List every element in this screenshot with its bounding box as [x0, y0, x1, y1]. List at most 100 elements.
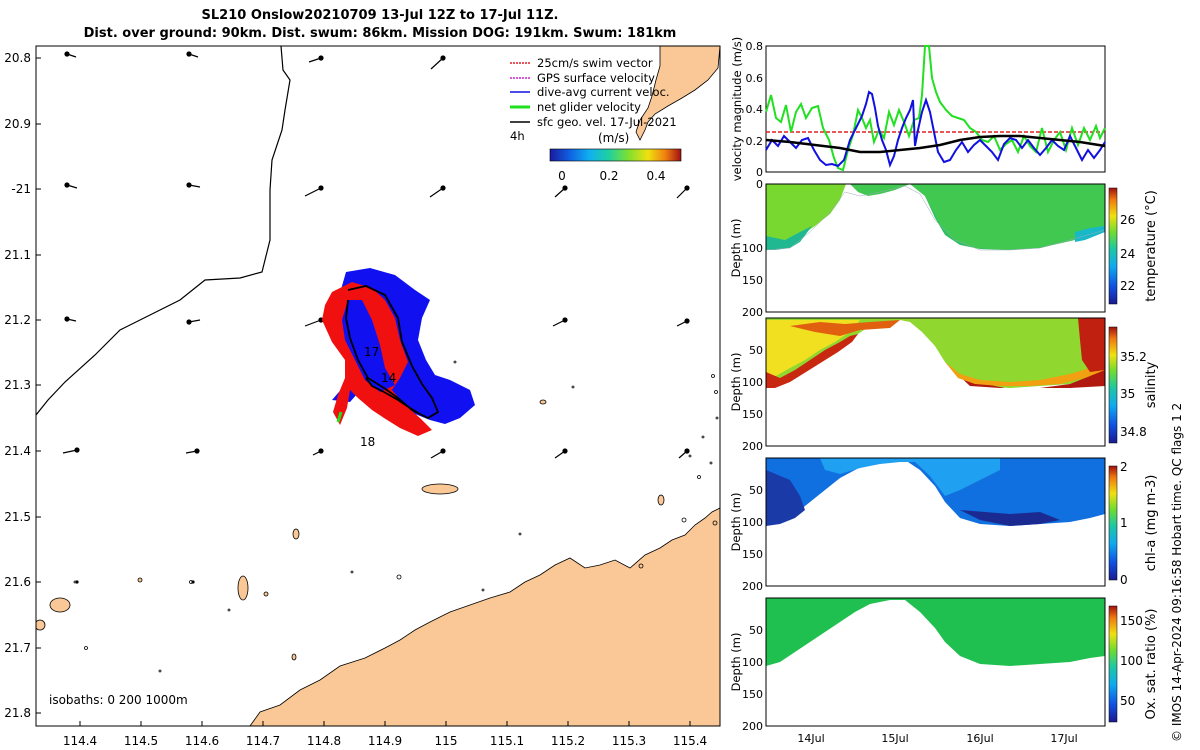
cbar-tick: 1	[1120, 516, 1128, 530]
lon-tick: 115	[435, 734, 458, 748]
chla-light-top	[820, 458, 1000, 496]
depth-tick: 150	[742, 408, 763, 421]
depth-tick: 150	[742, 274, 763, 287]
island	[137, 577, 143, 583]
island	[36, 619, 46, 631]
depth-tick: 0	[756, 178, 763, 191]
legend-dive-label: dive-avg current veloc.	[537, 85, 670, 99]
depth-tick: 50	[749, 344, 763, 357]
lon-tick: 114.6	[185, 734, 219, 748]
velocity-ytick: 0.2	[746, 135, 764, 148]
isobaths-label: isobaths: 0 200 1000m	[49, 693, 188, 707]
island	[657, 494, 665, 506]
sfc-geo-velocity-arrows	[62, 51, 690, 584]
island	[292, 528, 300, 540]
lon-tick: 115.1	[490, 734, 524, 748]
section2-ylabel: Depth (m)	[729, 353, 743, 412]
lon-tick: 114.8	[307, 734, 341, 748]
depth-tick: 100	[742, 242, 763, 255]
island	[49, 597, 71, 613]
velocity-ytick: 0.8	[746, 40, 764, 53]
lat-tick: 21.3	[4, 378, 31, 392]
cbar-tick: 22	[1120, 279, 1135, 293]
lon-tick: 114.7	[246, 734, 280, 748]
coastline-boundary	[36, 46, 291, 416]
salinity-cbar-label: salinity	[1144, 361, 1159, 408]
lat-tick: 21.7	[4, 641, 31, 655]
chla-cbar-label: chl-a (mg m-3)	[1144, 475, 1159, 572]
salinity-high-top	[790, 320, 900, 336]
velocity-ytick: 0.4	[746, 103, 764, 116]
cbar-tick: 35	[1120, 387, 1135, 401]
chla-section[interactable]	[765, 457, 1106, 587]
legend-net-label: net glider velocity	[537, 100, 641, 114]
island-top-right	[635, 46, 720, 141]
day-label-18: 18	[360, 435, 375, 449]
plot-title-line1: SL210 Onslow20210709 13-Jul 12Z to 17-Ju…	[201, 8, 559, 23]
cbar-tick: 35.2	[1120, 350, 1147, 364]
colorbar-labels: temperature (°C) salinity chl-a (mg m-3)…	[1144, 190, 1159, 719]
velocity-panel[interactable]: 0 0.2 0.4 0.6 0.8 velocity magnitude (m/…	[730, 37, 1106, 182]
velocity-ytick: 0	[756, 166, 763, 179]
lon-tick: 115.2	[551, 734, 585, 748]
map-geography	[36, 46, 720, 726]
depth-tick: 50	[749, 624, 763, 637]
depth-tick: 200	[742, 720, 763, 733]
colorbar-tick-0: 0	[558, 169, 566, 183]
chla-colorbar	[1108, 465, 1118, 581]
island	[237, 575, 249, 601]
salinity-colorbar	[1108, 326, 1118, 444]
lon-tick: 115.4	[673, 734, 707, 748]
oxygen-colorbar	[1108, 605, 1118, 723]
island	[263, 591, 269, 597]
velocity-ytick: 0.6	[746, 72, 764, 85]
depth-tick: 150	[742, 548, 763, 561]
lat-tick-marks	[36, 57, 41, 714]
lon-tick-marks	[79, 721, 691, 726]
cbar-tick: 150	[1120, 614, 1143, 628]
salinity-high-bottom-right	[955, 366, 1105, 388]
velocity-yticks: 0 0.2 0.4 0.6 0.8	[746, 40, 764, 179]
lat-tick: 21.6	[4, 575, 31, 589]
velocity-colorbar	[549, 148, 682, 162]
temperature-section[interactable]	[765, 183, 1106, 313]
cbar-tick: 26	[1120, 213, 1135, 227]
temperature-colorbar	[1108, 187, 1118, 305]
depth-tick: 200	[742, 580, 763, 593]
map-legend: 25cm/s swim vector GPS surface velocity …	[510, 56, 677, 143]
lon-tick: 114.4	[63, 734, 97, 748]
lat-tick: 20.9	[4, 117, 31, 131]
lat-tick: 20.8	[4, 51, 31, 65]
salinity-field	[766, 318, 1105, 388]
depth-tick: 200	[742, 440, 763, 453]
lat-tick-labels: 20.8 20.9 -21 21.1 21.2 21.3 21.4 21.5 2…	[4, 51, 31, 720]
temperature-cbar-label: temperature (°C)	[1144, 190, 1159, 302]
chla-field	[766, 458, 1105, 526]
temperature-seafloor	[765, 185, 1106, 251]
depth-tick: 200	[742, 306, 763, 319]
cbar-tick: 50	[1120, 694, 1135, 708]
temperature-warm-left	[766, 184, 846, 244]
temperature-cool-bottom-left	[766, 226, 812, 250]
lat-tick: 21.5	[4, 510, 31, 524]
plot-title-line2: Dist. over ground: 90km. Dist. swum: 86k…	[83, 26, 677, 41]
section1-ylabel: Depth (m)	[729, 219, 743, 278]
salinity-orange-mid	[945, 362, 1105, 386]
oxygen-section[interactable]	[765, 597, 1106, 727]
salinity-red-right	[1078, 318, 1105, 372]
oxygen-cbar-label: Ox. sat. ratio (%)	[1144, 609, 1159, 720]
lon-tick-labels: 114.4 114.5 114.6 114.7 114.8 114.9 115 …	[63, 734, 707, 748]
cbar-tick: 24	[1120, 247, 1135, 261]
island	[291, 653, 297, 661]
depth-tick: 100	[742, 656, 763, 669]
lat-tick: 21.8	[4, 706, 31, 720]
lat-tick: 21.4	[4, 444, 31, 458]
time-tick: 17Jul	[1050, 732, 1077, 745]
map-panel[interactable]: 17 14 18 25cm/s swim vector GPS surface …	[4, 45, 721, 748]
mainland-coast	[249, 507, 720, 726]
dive-avg-inner-area	[342, 300, 395, 392]
salinity-section[interactable]	[765, 317, 1106, 447]
lat-tick: 21.1	[4, 248, 31, 262]
depth-tick: 100	[742, 376, 763, 389]
